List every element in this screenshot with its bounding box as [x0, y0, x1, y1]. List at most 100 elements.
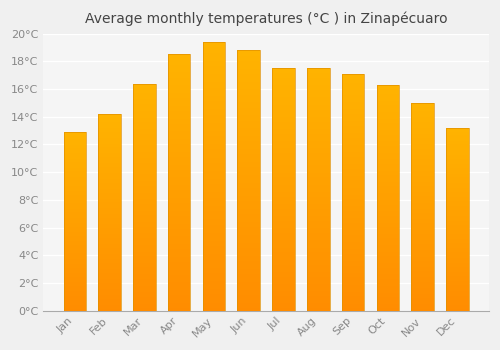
- Bar: [98, 153, 121, 155]
- Bar: [238, 113, 260, 116]
- Bar: [202, 217, 226, 219]
- Bar: [168, 285, 190, 288]
- Bar: [342, 223, 364, 225]
- Bar: [342, 237, 364, 240]
- Bar: [202, 241, 226, 244]
- Bar: [98, 181, 121, 183]
- Bar: [446, 265, 468, 267]
- Bar: [272, 68, 295, 310]
- Bar: [133, 188, 156, 190]
- Bar: [412, 259, 434, 261]
- Bar: [168, 195, 190, 198]
- Bar: [376, 92, 399, 94]
- Bar: [446, 159, 468, 161]
- Bar: [98, 122, 121, 124]
- Bar: [272, 236, 295, 238]
- Bar: [98, 136, 121, 138]
- Bar: [376, 196, 399, 198]
- Bar: [202, 302, 226, 305]
- Bar: [446, 214, 468, 216]
- Bar: [64, 135, 86, 137]
- Bar: [202, 69, 226, 71]
- Bar: [168, 275, 190, 277]
- Bar: [446, 172, 468, 174]
- Bar: [202, 297, 226, 300]
- Bar: [376, 198, 399, 200]
- Bar: [342, 204, 364, 206]
- Bar: [64, 237, 86, 239]
- Bar: [342, 280, 364, 282]
- Bar: [238, 259, 260, 261]
- Bar: [64, 145, 86, 146]
- Bar: [64, 139, 86, 141]
- Bar: [133, 240, 156, 243]
- Bar: [446, 276, 468, 278]
- Bar: [342, 138, 364, 140]
- Bar: [238, 235, 260, 238]
- Bar: [168, 180, 190, 183]
- Bar: [376, 184, 399, 187]
- Bar: [342, 278, 364, 280]
- Bar: [446, 309, 468, 310]
- Bar: [272, 257, 295, 260]
- Bar: [307, 260, 330, 262]
- Bar: [342, 169, 364, 171]
- Bar: [64, 169, 86, 171]
- Bar: [412, 290, 434, 292]
- Bar: [98, 169, 121, 171]
- Bar: [238, 209, 260, 212]
- Bar: [446, 248, 468, 250]
- Bar: [202, 273, 226, 276]
- Bar: [133, 129, 156, 131]
- Bar: [238, 154, 260, 157]
- Bar: [202, 225, 226, 228]
- Bar: [342, 247, 364, 249]
- Bar: [64, 250, 86, 252]
- Bar: [446, 223, 468, 225]
- Bar: [202, 158, 226, 160]
- Bar: [272, 177, 295, 180]
- Bar: [307, 173, 330, 175]
- Bar: [168, 154, 190, 157]
- Bar: [98, 163, 121, 165]
- Bar: [446, 287, 468, 289]
- Bar: [342, 105, 364, 107]
- Bar: [238, 61, 260, 63]
- Bar: [342, 266, 364, 268]
- Bar: [307, 165, 330, 168]
- Bar: [133, 177, 156, 179]
- Bar: [64, 207, 86, 209]
- Bar: [98, 265, 121, 267]
- Bar: [272, 144, 295, 146]
- Bar: [238, 121, 260, 123]
- Bar: [412, 188, 434, 190]
- Bar: [272, 148, 295, 151]
- Bar: [168, 96, 190, 98]
- Bar: [64, 307, 86, 309]
- Bar: [412, 107, 434, 109]
- Bar: [342, 112, 364, 114]
- Bar: [307, 228, 330, 231]
- Bar: [98, 140, 121, 141]
- Bar: [376, 182, 399, 184]
- Bar: [133, 113, 156, 116]
- Bar: [307, 194, 330, 197]
- Bar: [98, 132, 121, 134]
- Bar: [412, 250, 434, 252]
- Bar: [376, 87, 399, 90]
- Bar: [133, 254, 156, 256]
- Bar: [342, 292, 364, 294]
- Bar: [238, 308, 260, 310]
- Bar: [307, 88, 330, 90]
- Bar: [307, 202, 330, 204]
- Bar: [307, 286, 330, 289]
- Bar: [168, 216, 190, 218]
- Bar: [272, 206, 295, 209]
- Bar: [376, 128, 399, 130]
- Bar: [307, 131, 330, 134]
- Bar: [98, 147, 121, 149]
- Bar: [446, 285, 468, 287]
- Bar: [64, 166, 86, 168]
- Bar: [412, 236, 434, 238]
- Bar: [376, 274, 399, 277]
